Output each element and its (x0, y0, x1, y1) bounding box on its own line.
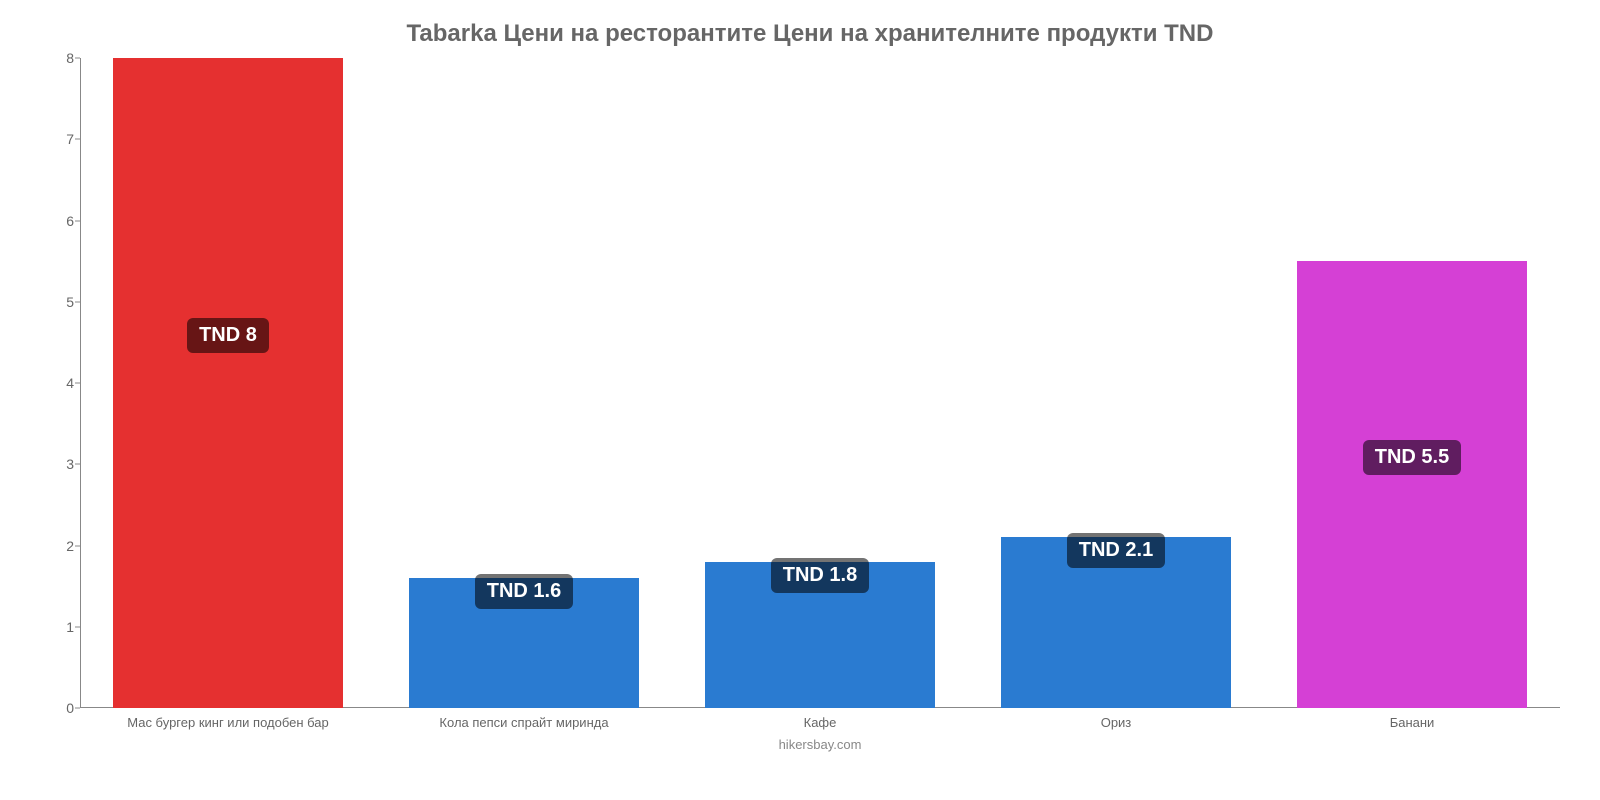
bar: TND 1.6 (409, 578, 640, 708)
value-label: TND 1.6 (475, 574, 573, 609)
plot-area: 012345678 TND 8TND 1.6TND 1.8TND 2.1TND … (80, 58, 1560, 708)
bar-slot: TND 8 (80, 58, 376, 708)
x-axis-label: Кафе (672, 715, 968, 730)
bar: TND 8 (113, 58, 344, 708)
x-axis-labels: Мас бургер кинг или подобен барКола пепс… (80, 715, 1560, 730)
y-tick-label: 2 (50, 538, 74, 554)
y-tick-label: 6 (50, 213, 74, 229)
y-axis: 012345678 (50, 58, 80, 708)
x-axis-label: Мас бургер кинг или подобен бар (80, 715, 376, 730)
bar: TND 2.1 (1001, 537, 1232, 708)
bar: TND 5.5 (1297, 261, 1528, 708)
attribution-text: hikersbay.com (80, 737, 1560, 752)
value-label: TND 1.8 (771, 558, 869, 593)
y-tick-label: 4 (50, 375, 74, 391)
y-tick-label: 7 (50, 131, 74, 147)
price-chart: Tabarka Цени на ресторантите Цени на хра… (0, 0, 1600, 800)
value-label: TND 5.5 (1363, 440, 1461, 475)
y-tick-label: 1 (50, 619, 74, 635)
bars-area: TND 8 TND 1.6 TND 1.8 TND 2.1 TND 5.5 (80, 58, 1560, 708)
y-tick-label: 3 (50, 456, 74, 472)
bar-slot: TND 2.1 (968, 58, 1264, 708)
value-label: TND 8 (187, 318, 269, 353)
bar-slot: TND 1.6 (376, 58, 672, 708)
x-axis-label: Кола пепси спрайт миринда (376, 715, 672, 730)
value-label: TND 2.1 (1067, 533, 1165, 568)
chart-title: Tabarka Цени на ресторантите Цени на хра… (60, 20, 1560, 48)
x-axis-label: Банани (1264, 715, 1560, 730)
y-tick-label: 0 (50, 700, 74, 716)
x-axis-label: Ориз (968, 715, 1264, 730)
y-tick-label: 8 (50, 50, 74, 66)
bar-slot: TND 5.5 (1264, 58, 1560, 708)
y-tick-label: 5 (50, 294, 74, 310)
bar-slot: TND 1.8 (672, 58, 968, 708)
bar: TND 1.8 (705, 562, 936, 708)
